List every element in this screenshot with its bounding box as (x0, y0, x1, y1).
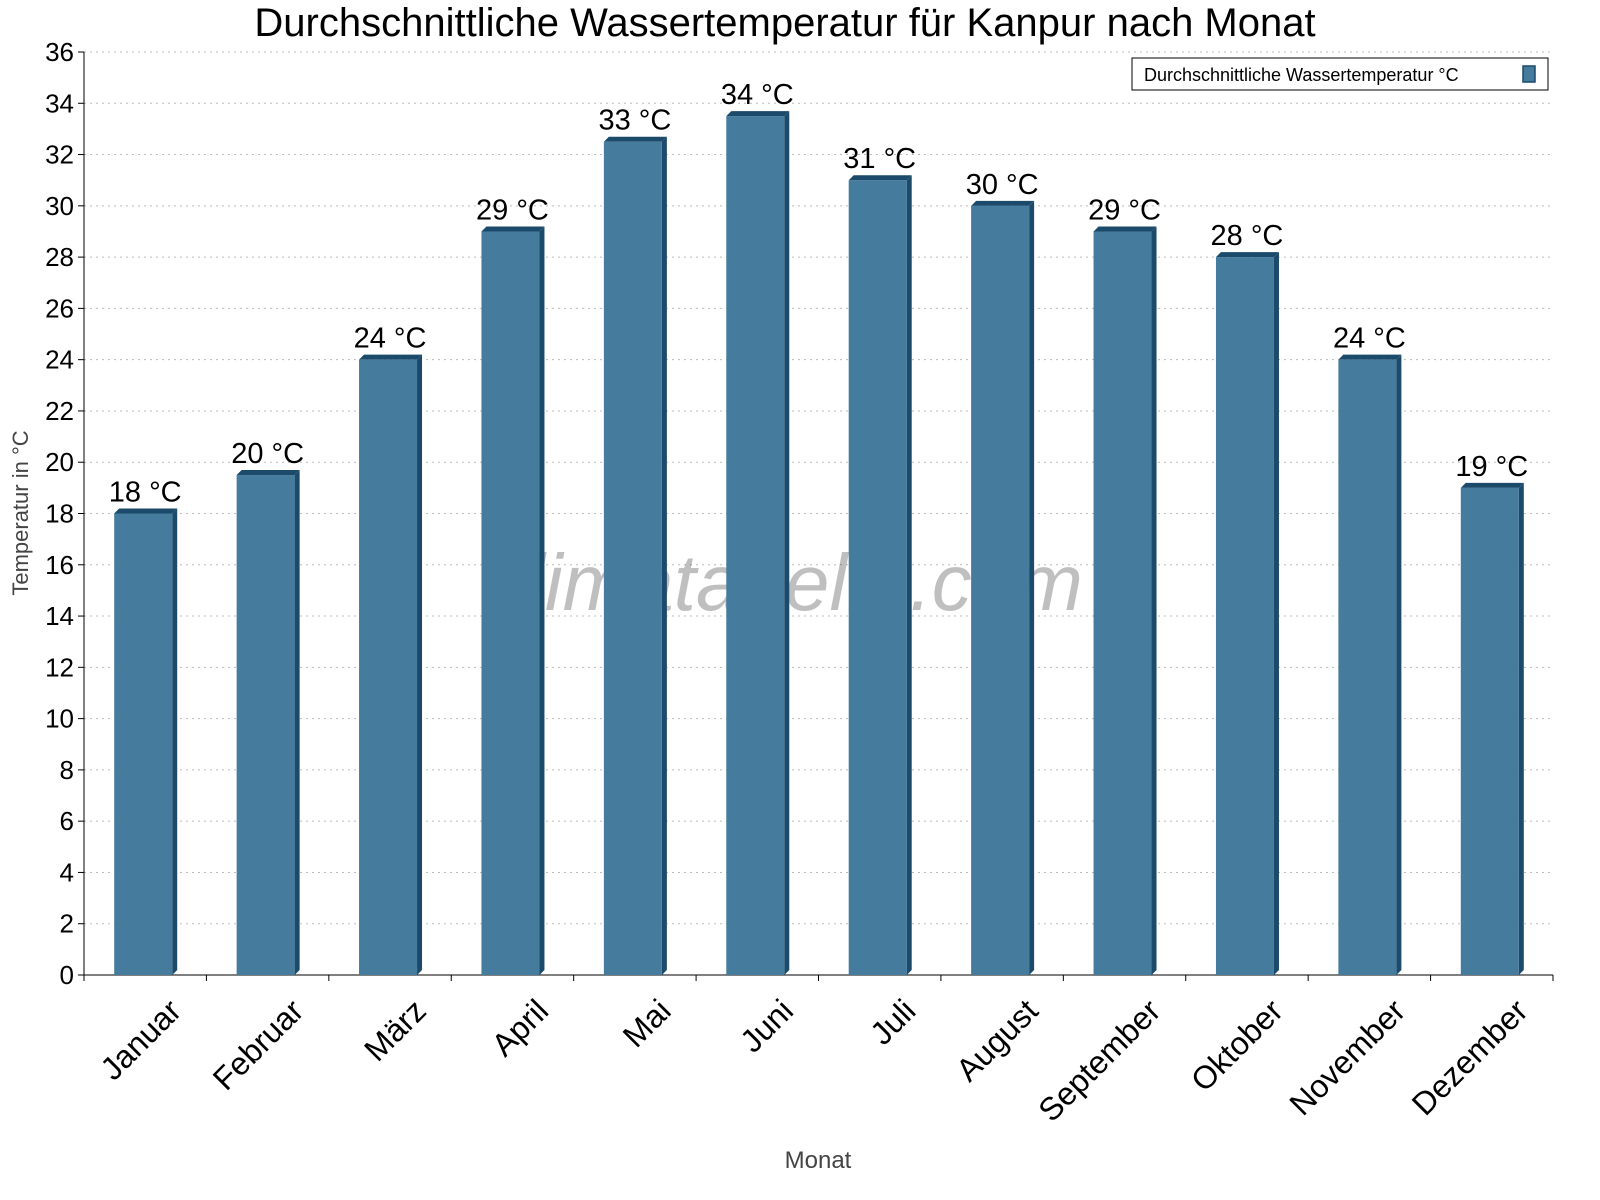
y-tick-label: 36 (45, 37, 74, 67)
y-tick-label: 20 (45, 447, 74, 477)
bar-top (848, 175, 912, 181)
bar-side (1518, 482, 1524, 975)
bar-top (114, 508, 178, 514)
x-tick-label: Februar (206, 992, 311, 1097)
bar (359, 359, 418, 976)
bar-top (236, 470, 300, 476)
data-label: 29 °C (1088, 194, 1161, 226)
legend-label: Durchschnittliche Wassertemperatur °C (1144, 65, 1459, 85)
y-tick-label: 22 (45, 396, 74, 426)
bar-top (1215, 252, 1279, 258)
x-tick-label: August (949, 992, 1045, 1088)
bar-top (1460, 482, 1524, 488)
data-label: 29 °C (476, 194, 549, 226)
x-tick-label: Juni (733, 992, 800, 1059)
bar-side (1273, 252, 1279, 976)
bar-side (1029, 200, 1035, 976)
y-tick-label: 4 (60, 857, 74, 887)
y-tick-label: 34 (45, 88, 74, 118)
bar (971, 205, 1030, 976)
y-tick-label: 18 (45, 499, 74, 529)
bar (603, 141, 662, 976)
y-tick-label: 32 (45, 140, 74, 170)
bar (1215, 257, 1274, 976)
bar-top (726, 111, 790, 117)
chart-title: Durchschnittliche Wassertemperatur für K… (254, 1, 1315, 45)
y-tick-label: 24 (45, 345, 74, 375)
data-label: 33 °C (598, 105, 671, 137)
y-tick-label: 2 (60, 909, 74, 939)
y-tick-label: 10 (45, 704, 74, 734)
x-tick-label: Dezember (1405, 992, 1535, 1122)
bar-top (1093, 226, 1157, 232)
bar-side (172, 508, 178, 975)
x-tick-label: Juli (863, 992, 922, 1051)
bar-side (906, 175, 912, 975)
bar-side (417, 354, 423, 976)
data-label: 19 °C (1455, 451, 1528, 483)
y-tick-label: 14 (45, 601, 74, 631)
x-axis: Januar Februar März April Mai Juni Juli AugustS… (83, 974, 1554, 1128)
y-tick-label: 26 (45, 293, 74, 323)
bar (1460, 487, 1519, 975)
y-tick-label: 30 (45, 191, 74, 221)
gridlines (84, 51, 1553, 925)
bar-side (1396, 354, 1402, 976)
bar (236, 475, 295, 975)
bar (481, 231, 540, 975)
y-tick-label: 12 (45, 652, 74, 682)
legend: Durchschnittliche Wassertemperatur °C (1131, 57, 1549, 91)
data-label: 34 °C (721, 79, 794, 111)
bar-side (1151, 226, 1157, 975)
x-tick-label: April (485, 992, 556, 1063)
bar (114, 513, 173, 975)
data-label: 24 °C (1333, 323, 1406, 355)
bar-side (661, 136, 667, 976)
y-tick-label: 0 (60, 960, 74, 990)
bar (848, 180, 907, 975)
legend-swatch (1522, 65, 1536, 83)
x-tick-label: März (357, 992, 433, 1068)
bars: 18 °C 20 °C 24 °C 29 °C 33 °C 34 °C 31 °C 30 °C… (109, 79, 1528, 976)
y-axis-label: Temperatur in °C (8, 430, 33, 595)
data-label: 28 °C (1211, 220, 1284, 252)
bar (1338, 359, 1397, 976)
data-label: 24 °C (354, 323, 427, 355)
bar-top (481, 226, 545, 232)
y-tick-label: 6 (60, 806, 74, 836)
y-tick-label: 28 (45, 242, 74, 272)
x-tick-label: November (1282, 992, 1412, 1122)
data-label: 20 °C (231, 438, 304, 470)
y-tick-label: 8 (60, 755, 74, 785)
x-tick-label: Januar (93, 992, 188, 1087)
y-tick-label: 16 (45, 550, 74, 580)
x-tick-label: September (1031, 992, 1167, 1128)
bar-side (294, 470, 300, 975)
bar (726, 116, 785, 975)
bar-top (359, 354, 423, 360)
x-axis-label: Monat (785, 1147, 852, 1174)
data-label: 18 °C (109, 477, 182, 509)
bar-top (1338, 354, 1402, 360)
bar-side (784, 111, 790, 975)
bar-top (603, 136, 667, 142)
x-tick-label: Oktober (1184, 992, 1290, 1098)
bar-side (539, 226, 545, 975)
x-tick-label: Mai (616, 992, 678, 1054)
bar-top (971, 200, 1035, 206)
data-label: 30 °C (966, 169, 1039, 201)
data-label: 31 °C (843, 143, 916, 175)
bar (1093, 231, 1152, 975)
